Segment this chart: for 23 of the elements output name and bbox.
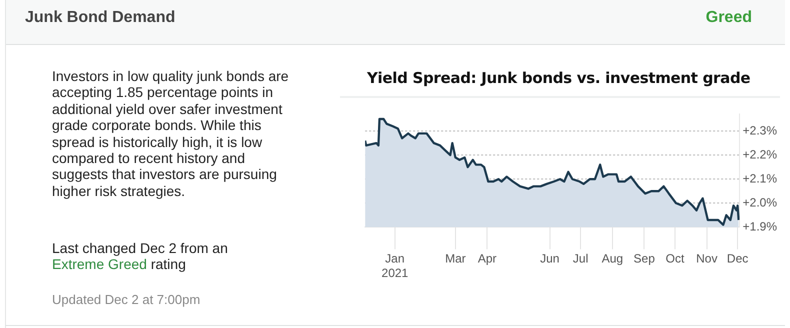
x-tick-label: Aug [602,252,624,266]
y-tick-label: +2.1% [742,171,778,186]
y-tick-label: +1.9% [742,220,778,234]
x-tick-label: Mar [445,252,466,266]
y-tick-label: +2.0% [742,195,778,210]
x-tick-label: Jun [540,252,560,266]
text: Investors in low quality junk bonds are accepting 1.85 percentage points in additional yield over safer investment grade corporate bonds. While this spread is historically high, it is low compared to recent history and suggests that investors are pursuing higher risk strategies. [52,68,290,200]
x-tick-label: Dec [726,252,748,266]
x-tick-label: Apr [478,252,497,266]
text: Greed [706,9,752,27]
text: Last changed Dec 2 from an [52,240,228,256]
x-tick-label: Sep [634,252,656,266]
x-tick-label: Nov [696,252,718,266]
x-tick-label: Oct [666,252,685,266]
y-tick-label: +2.3% [742,123,778,138]
x-tick-label: Jan 2021 [382,252,409,280]
x-tick-label: Jul [572,252,588,266]
chart-subtitle: Yield Spread: Junk bonds vs. investment grade [367,69,750,87]
text: Updated Dec 2 at 7:00pm [52,292,200,307]
text: Junk Bond Demand [25,9,176,27]
text: rating [150,256,186,272]
text: Extreme Greed [52,256,147,272]
y-tick-label: +2.2% [742,147,778,162]
